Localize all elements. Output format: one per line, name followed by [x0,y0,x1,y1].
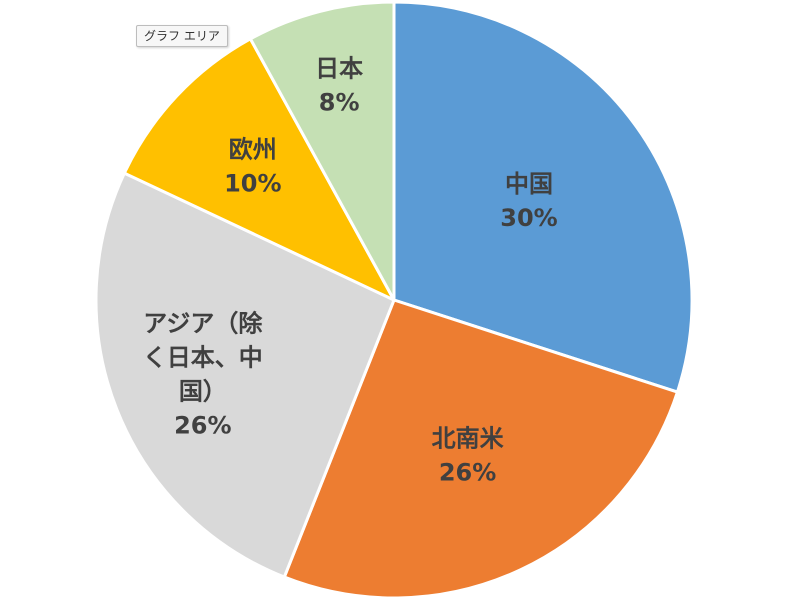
chart-area-tooltip: グラフ エリア [136,25,228,47]
pie-slice-1[interactable] [282,298,679,600]
data-label-value: 8% [319,88,360,116]
data-label-4: 日本 8% [315,54,363,116]
pie-slice-2[interactable] [94,171,396,579]
data-label-category: アジア（除 [143,310,263,338]
data-label-2: アジア（除く日本、中国） 26% [143,310,264,440]
data-label-0: 中国 30% [500,170,557,232]
data-label-category: く日本、中 [143,344,263,372]
data-label-value: 26% [439,458,496,486]
data-label-3: 欧州 10% [224,135,281,197]
data-label-category: 北南米 [432,424,504,452]
data-label-value: 10% [224,169,281,197]
data-label-category: 国） [179,378,227,406]
pie-slice-4[interactable] [248,0,396,302]
data-label-value: 30% [500,204,557,232]
data-label-category: 欧州 [229,135,277,163]
data-label-category: 中国 [505,170,553,198]
data-label-1: 北南米 26% [432,424,504,486]
data-label-value: 26% [174,412,231,440]
pie-slice-3[interactable] [122,37,396,302]
pie-slice-0[interactable] [392,0,694,394]
data-label-category: 日本 [315,54,363,82]
